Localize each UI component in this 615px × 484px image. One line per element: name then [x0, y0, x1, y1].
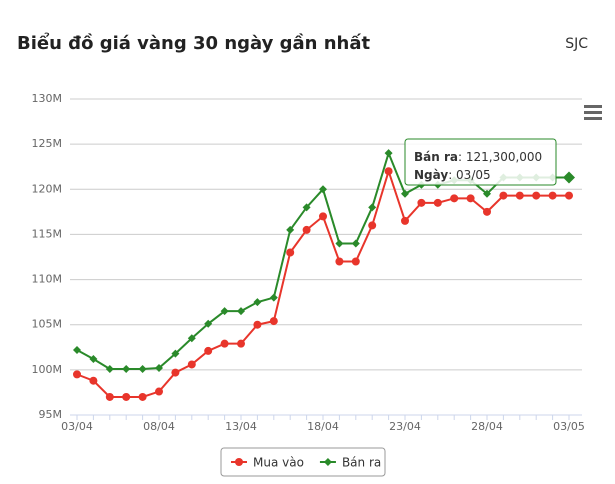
point	[319, 185, 327, 194]
legend-item[interactable]: Bán ra	[319, 456, 381, 470]
point	[155, 387, 163, 396]
point	[171, 349, 180, 358]
tooltip-value: 121,300,000	[466, 150, 542, 164]
point	[368, 221, 377, 230]
x-tick-label: 18/04	[307, 420, 339, 433]
menu-button[interactable]	[584, 105, 602, 120]
point	[450, 194, 459, 203]
point	[302, 225, 311, 234]
series	[73, 149, 573, 373]
tooltip-box	[404, 138, 557, 186]
y-tick-label: 115M	[32, 227, 63, 240]
chart-subtitle: SJC	[565, 36, 588, 52]
y-tick-label: 120M	[32, 182, 63, 195]
y-tick-label: 95M	[39, 408, 63, 421]
tooltip: Bán ra: 121,300,000 Ngày: 03/05	[404, 138, 575, 186]
tooltip-line: Bán ra: 121,300,000	[414, 150, 542, 164]
point	[483, 207, 491, 216]
point	[532, 191, 541, 200]
point	[565, 191, 573, 200]
point	[515, 191, 524, 200]
point	[220, 339, 229, 348]
tooltip-date: 03/05	[456, 168, 491, 182]
point	[319, 212, 327, 221]
point	[105, 392, 114, 401]
point	[269, 317, 278, 326]
point	[73, 370, 81, 379]
x-tick-label: 03/04	[61, 420, 93, 433]
legend: Mua vào Bán ra	[220, 447, 386, 477]
point	[138, 392, 147, 401]
legend-box	[220, 447, 386, 477]
point	[401, 189, 409, 198]
point	[335, 239, 344, 248]
point	[351, 239, 360, 248]
point	[73, 345, 81, 354]
series	[73, 167, 573, 401]
y-tick-label: 110M	[32, 273, 63, 286]
point	[417, 198, 426, 207]
x-tick-label: 08/04	[143, 420, 175, 433]
point	[235, 458, 243, 466]
tooltip-sep: :	[448, 168, 456, 182]
point	[351, 257, 360, 266]
menu-bar	[584, 117, 602, 120]
point	[122, 364, 131, 373]
point	[384, 149, 393, 158]
point	[286, 248, 295, 257]
point	[122, 392, 131, 401]
x-tick-label: 28/04	[471, 420, 503, 433]
x-tick-label: 13/04	[225, 420, 257, 433]
plot-area: 95M 100M 105M 110M 115M 120M 125M 130M 03/04 08/0…	[32, 92, 585, 433]
chart-title: Biểu đồ giá vàng 30 ngày gần nhất	[17, 32, 371, 54]
legend-label: Mua vào	[253, 456, 304, 470]
point	[237, 307, 245, 316]
legend-item[interactable]: Mua vào	[231, 456, 304, 470]
point	[335, 257, 344, 266]
series-line	[76, 167, 569, 398]
point	[563, 171, 575, 184]
point	[204, 346, 213, 355]
point	[155, 364, 163, 373]
x-tick-label: 03/05	[553, 420, 585, 433]
point	[237, 339, 245, 348]
point	[89, 376, 98, 385]
point	[89, 355, 98, 364]
legend-label: Bán ra	[342, 456, 381, 470]
point	[548, 191, 557, 200]
point	[253, 298, 262, 307]
point	[483, 189, 491, 198]
point	[401, 216, 409, 225]
point	[368, 203, 377, 212]
tooltip-series: Bán ra	[414, 150, 458, 164]
menu-bar	[584, 105, 602, 108]
point	[269, 293, 278, 302]
point	[204, 319, 213, 328]
y-tick-label: 105M	[32, 318, 63, 331]
y-tick-label: 130M	[32, 92, 63, 105]
point	[187, 360, 196, 369]
point	[466, 194, 475, 203]
point	[220, 307, 229, 316]
point	[384, 167, 393, 176]
point	[171, 368, 180, 377]
point	[433, 198, 442, 207]
point	[499, 191, 508, 200]
point	[187, 334, 196, 343]
point	[253, 320, 262, 329]
menu-bar	[584, 111, 602, 114]
tooltip-line: Ngày: 03/05	[414, 168, 491, 182]
point	[138, 364, 147, 373]
point	[105, 364, 114, 373]
tooltip-date-label: Ngày	[414, 168, 448, 182]
y-tick-label: 100M	[32, 363, 63, 376]
point	[323, 458, 332, 466]
point	[286, 225, 295, 234]
x-tick-label: 23/04	[389, 420, 421, 433]
point	[302, 203, 311, 212]
tooltip-sep: :	[458, 150, 466, 164]
y-tick-label: 125M	[32, 137, 63, 150]
